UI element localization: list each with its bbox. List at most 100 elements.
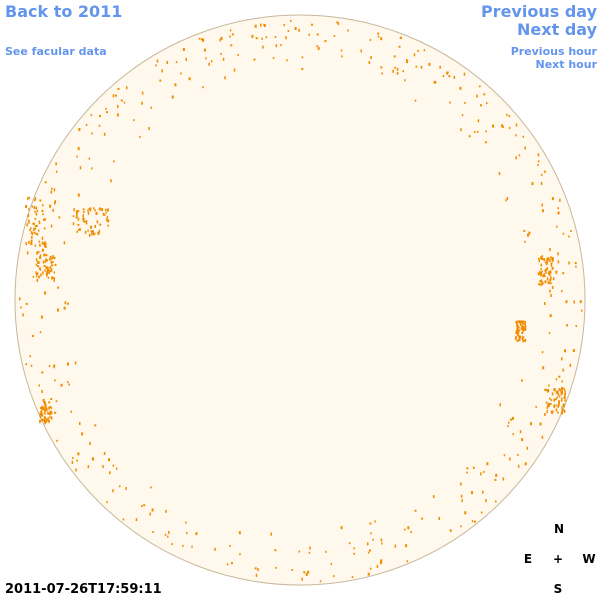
next-day-link[interactable]: Next day [517,20,597,39]
facula-point [562,403,565,407]
facula-point [461,499,463,503]
facula-point [515,336,517,340]
facula-point [47,266,49,270]
facula-point [208,62,210,66]
facula-point [77,193,80,197]
facula-point [77,223,80,226]
facula-point [83,220,86,223]
previous-day-link[interactable]: Previous day [480,2,597,21]
facula-point [50,416,53,420]
facula-point [42,260,45,264]
facula-point [76,459,78,462]
facula-point [482,490,484,494]
facula-point [35,258,38,262]
facula-point [98,229,101,233]
facula-point [308,33,310,36]
facula-point [561,408,564,412]
facula-point [449,101,451,104]
facula-point [541,203,543,207]
next-hour-link[interactable]: Next hour [535,58,598,71]
facula-point [188,77,191,81]
facula-point [537,272,540,276]
facula-point [396,71,399,75]
facula-point [369,522,372,525]
facula-point [550,271,552,274]
facula-point [564,389,566,392]
facula-point [309,546,311,550]
facula-point [77,452,80,456]
facula-point [166,61,168,64]
facula-point [48,406,50,410]
facula-point [392,69,394,73]
facula-point [549,282,552,285]
facula-point [50,268,53,272]
facula-point [372,538,374,541]
facula-point [370,532,372,535]
facula-point [95,211,98,215]
facula-point [41,248,44,252]
facula-point [210,60,213,63]
facula-point [542,275,544,277]
facula-point [75,468,77,472]
facula-point [524,146,526,150]
facula-point [39,412,42,416]
facula-point [106,216,109,219]
facula-point [254,567,257,570]
facula-point [57,286,60,289]
compass-north-label: N [553,522,565,536]
facula-point [202,38,205,42]
observation-timestamp: 2011-07-26T17:59:11 [5,582,162,597]
facula-point [562,368,564,372]
facula-point [495,500,497,503]
facula-point [420,65,423,69]
facula-point [107,219,110,223]
facula-point [41,371,44,374]
facula-point [507,425,509,428]
facula-point [36,251,39,254]
facula-point [43,419,46,422]
facula-point [79,422,81,425]
facula-point [99,115,101,118]
facula-point [336,21,338,24]
facula-point [51,261,54,264]
facula-point [93,207,95,210]
facula-point [561,392,564,395]
facula-point [463,72,466,76]
facula-point [171,543,173,545]
facula-point [152,531,154,533]
facula-point [261,37,263,40]
facula-point [553,405,555,409]
facula-point [301,56,304,59]
facula-point [82,218,85,222]
previous-hour-link[interactable]: Previous hour [510,45,597,58]
facula-point [400,36,402,39]
facula-point [518,339,520,342]
facula-point [471,520,474,523]
facula-point [522,336,525,339]
facula-point [39,407,42,409]
facula-point [79,227,81,231]
facula-point [34,244,37,247]
facula-point [87,465,90,469]
facula-point [255,37,258,40]
facula-point [43,402,46,406]
facula-point [325,550,327,553]
facula-point [560,399,563,402]
facula-point [560,390,563,393]
facula-point [406,60,409,64]
facula-point [367,572,370,576]
facula-point [27,214,30,218]
facula-point [521,324,523,328]
facula-point [562,232,565,235]
facula-point [229,29,232,32]
facula-point [546,405,549,409]
see-facular-data-link[interactable]: See facular data [5,45,107,58]
facula-point [539,422,542,426]
facula-point [41,241,44,245]
back-to-year-link[interactable]: Back to 2011 [5,2,123,21]
facula-point [543,170,546,173]
facula-point [255,573,258,577]
facula-point [353,547,355,550]
facula-point [523,328,526,331]
